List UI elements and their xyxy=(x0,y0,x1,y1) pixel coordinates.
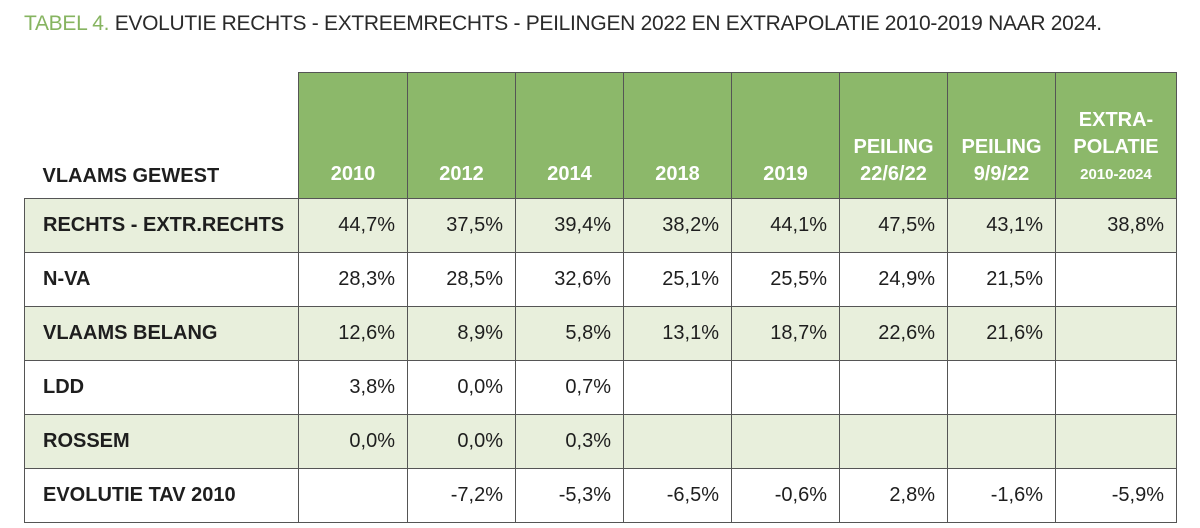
value-cell: 0,7% xyxy=(515,360,624,415)
table-row: RECHTS - EXTR.RECHTS 44,7% 37,5% 39,4% 38,2%… xyxy=(24,198,1177,253)
value-cell xyxy=(1055,306,1177,361)
value-cell: -5,3% xyxy=(515,468,624,523)
value-cell: -1,6% xyxy=(947,468,1056,523)
value-cell: 28,5% xyxy=(407,252,516,307)
header-line: 2018 xyxy=(655,163,700,185)
value-cell: -5,9% xyxy=(1055,468,1177,523)
column-header: 2012 xyxy=(407,72,516,199)
header-line: PEILING xyxy=(853,136,934,158)
value-cell: 28,3% xyxy=(298,252,408,307)
value-cell: 2,8% xyxy=(839,468,948,523)
value-cell xyxy=(298,468,408,523)
value-cell xyxy=(731,360,840,415)
value-cell: 0,0% xyxy=(407,360,516,415)
value-cell: -6,5% xyxy=(623,468,732,523)
header-line: 2019 xyxy=(763,163,808,185)
value-cell: 44,1% xyxy=(731,198,840,253)
column-header: 2019 xyxy=(731,72,840,199)
header-line: 2010-2024 xyxy=(1080,166,1152,183)
value-cell xyxy=(839,414,948,469)
value-cell: 21,6% xyxy=(947,306,1056,361)
value-cell: 22,6% xyxy=(839,306,948,361)
row-label: LDD xyxy=(24,360,299,415)
value-cell xyxy=(623,414,732,469)
value-cell: 12,6% xyxy=(298,306,408,361)
value-cell: 21,5% xyxy=(947,252,1056,307)
value-cell xyxy=(1055,252,1177,307)
value-cell: 0,0% xyxy=(407,414,516,469)
data-table: VLAAMS GEWEST 2010 2012 2014 2018 2019 PEILING… xyxy=(24,72,1177,523)
header-line: EXTRA- xyxy=(1078,109,1154,131)
value-cell: 47,5% xyxy=(839,198,948,253)
table-row: N-VA 28,3% 28,5% 32,6% 25,1% 25,5% 24,9% 21,5% xyxy=(24,252,1177,307)
table-row: LDD 3,8% 0,0% 0,7% xyxy=(24,360,1177,415)
row-label: ROSSEM xyxy=(24,414,299,469)
column-header: EXTRA- POLATIE 2010-2024 xyxy=(1055,72,1177,199)
value-cell: 3,8% xyxy=(298,360,408,415)
value-cell: 8,9% xyxy=(407,306,516,361)
header-line: 22/6/22 xyxy=(860,163,927,185)
value-cell xyxy=(947,414,1056,469)
title: TABEL 4. EVOLUTIE RECHTS - EXTREEMRECHTS… xyxy=(24,12,1102,36)
column-header: 2018 xyxy=(623,72,732,199)
value-cell: 18,7% xyxy=(731,306,840,361)
value-cell: 38,2% xyxy=(623,198,732,253)
value-cell xyxy=(623,360,732,415)
title-text: EVOLUTIE RECHTS - EXTREEMRECHTS - PEILIN… xyxy=(114,12,1102,35)
value-cell: 39,4% xyxy=(515,198,624,253)
table-row: EVOLUTIE TAV 2010 -7,2% -5,3% -6,5% -0,6% 2,8… xyxy=(24,468,1177,523)
value-cell: 24,9% xyxy=(839,252,948,307)
value-cell: 38,8% xyxy=(1055,198,1177,253)
value-cell xyxy=(947,360,1056,415)
column-header: 2014 xyxy=(515,72,624,199)
header-line: 2010 xyxy=(330,163,376,185)
header-line: POLATIE xyxy=(1073,136,1159,158)
header-line: 2012 xyxy=(439,163,484,185)
table-row: VLAAMS BELANG 12,6% 8,9% 5,8% 13,1% 18,7% 22,6… xyxy=(24,306,1177,361)
value-cell: 25,5% xyxy=(731,252,840,307)
title-prefix: TABEL 4. xyxy=(24,12,110,35)
value-cell xyxy=(1055,414,1177,469)
value-cell xyxy=(839,360,948,415)
row-label: RECHTS - EXTR.RECHTS xyxy=(24,198,299,253)
value-cell: 5,8% xyxy=(515,306,624,361)
value-cell: -0,6% xyxy=(731,468,840,523)
header-line: PEILING xyxy=(961,136,1042,158)
value-cell: 0,0% xyxy=(298,414,408,469)
value-cell: 13,1% xyxy=(623,306,732,361)
header-line: 2014 xyxy=(547,163,592,185)
header-line: 9/9/22 xyxy=(973,163,1030,185)
value-cell: 44,7% xyxy=(298,198,408,253)
value-cell xyxy=(1055,360,1177,415)
value-cell: 0,3% xyxy=(515,414,624,469)
row-label: EVOLUTIE TAV 2010 xyxy=(24,468,299,523)
row-label: N-VA xyxy=(24,252,299,307)
value-cell: 32,6% xyxy=(515,252,624,307)
value-cell: 43,1% xyxy=(947,198,1056,253)
column-header: 2010 xyxy=(298,72,408,199)
corner-header: VLAAMS GEWEST xyxy=(24,72,299,199)
column-header: PEILING 22/6/22 xyxy=(839,72,948,199)
row-label: VLAAMS BELANG xyxy=(24,306,299,361)
header-row: VLAAMS GEWEST 2010 2012 2014 2018 2019 PEILING… xyxy=(24,72,1177,199)
value-cell: 25,1% xyxy=(623,252,732,307)
value-cell: 37,5% xyxy=(407,198,516,253)
value-cell: -7,2% xyxy=(407,468,516,523)
table-row: ROSSEM 0,0% 0,0% 0,3% xyxy=(24,414,1177,469)
value-cell xyxy=(731,414,840,469)
column-header: PEILING 9/9/22 xyxy=(947,72,1056,199)
